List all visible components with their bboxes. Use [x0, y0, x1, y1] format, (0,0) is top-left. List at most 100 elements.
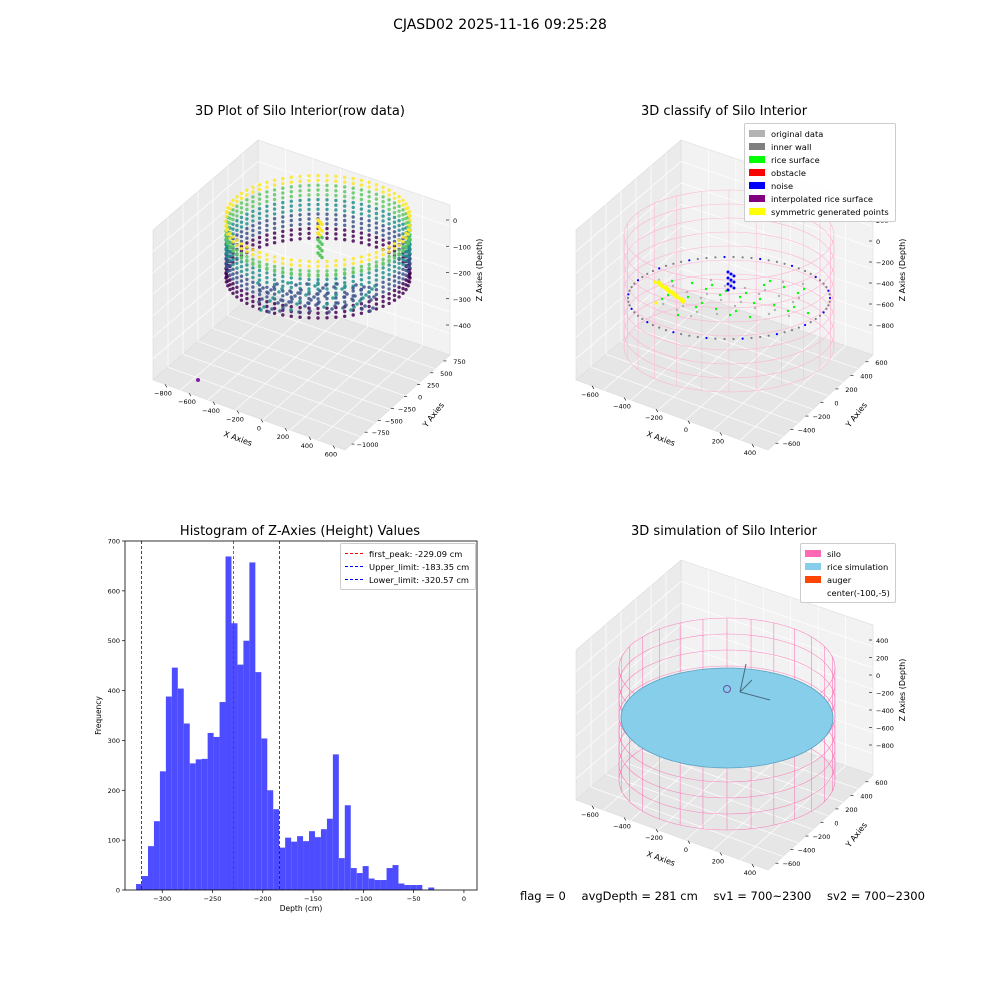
panel1-point [265, 238, 269, 242]
panel4-axes-grid [712, 756, 819, 851]
panel1-point [367, 180, 371, 184]
legend-line [345, 566, 363, 567]
panel1-point [367, 238, 371, 242]
panel1-point [351, 234, 355, 238]
panel1-point [367, 271, 371, 275]
panel2-point [787, 314, 791, 318]
panel1-point [381, 295, 385, 299]
panel1-point [316, 277, 320, 282]
panel1-point [239, 256, 244, 260]
panel1-point [324, 283, 328, 287]
panel1-point [401, 262, 405, 267]
panel2-point [797, 326, 800, 329]
legend-swatch [749, 143, 765, 150]
panel1-point [367, 253, 371, 257]
histogram-bar [332, 754, 339, 890]
panel2-point [658, 267, 661, 270]
panel1-point [235, 238, 239, 243]
panel1-point [251, 185, 255, 189]
panel1-axes-grid [152, 204, 259, 295]
panel1-point [334, 213, 338, 217]
panel1-point [224, 219, 228, 224]
panel2-point [661, 284, 665, 288]
panel2-point [825, 307, 828, 310]
panel1-point [281, 313, 285, 317]
panel1-point [257, 183, 262, 187]
panel1-point [323, 294, 327, 298]
panel1-point [257, 292, 262, 297]
panel1-point [374, 278, 379, 282]
histogram-bar [303, 841, 310, 890]
panel1-point [265, 199, 269, 204]
panel2-point [775, 333, 779, 336]
panel1-point [316, 281, 320, 285]
panel2-axes-grid [575, 161, 682, 252]
panel1-point [374, 265, 379, 269]
panel2-axes-grid [630, 308, 737, 401]
panel1-point [257, 268, 262, 273]
panel1-point [325, 174, 329, 178]
panel1-point [401, 208, 405, 212]
histogram-bar [368, 878, 375, 890]
panel1-point [289, 218, 293, 223]
panel4-axes-ztick-label: 0 [876, 672, 880, 680]
panel1-point [392, 246, 397, 251]
panel1-point [272, 202, 277, 206]
panel4-axes-grid [590, 786, 784, 857]
panel1-point [289, 258, 293, 262]
panel1-point [325, 277, 329, 282]
panel1-point [381, 243, 385, 247]
panel2-point [681, 304, 685, 308]
panel1-point [351, 239, 355, 243]
panel1-point [397, 223, 401, 228]
panel1-point [343, 281, 347, 285]
panel2-point [750, 336, 753, 340]
panel1-point [359, 212, 364, 216]
histogram-xtick-label: −300 [153, 895, 171, 903]
panel1-point [245, 282, 249, 286]
panel1-point [374, 307, 379, 311]
panel1-point [272, 269, 277, 273]
panel1-point [316, 212, 320, 216]
panel2-point [729, 272, 733, 276]
panel1-point [325, 306, 329, 310]
panel1-point [307, 306, 311, 310]
panel1-point [289, 199, 293, 203]
panel2-point [714, 307, 718, 311]
panel1-point [374, 187, 379, 192]
panel2-point [677, 296, 681, 300]
histogram-bar [195, 759, 202, 890]
panel1-point [281, 303, 285, 308]
panel1-point [397, 256, 401, 261]
panel2-point [651, 323, 655, 327]
panel1-point [367, 190, 371, 194]
panel1-point [262, 305, 266, 309]
panel1-point [309, 298, 313, 302]
panel1-point [359, 188, 364, 192]
panel1-axes-xtick-label: 600 [325, 451, 337, 459]
panel1-point [257, 226, 262, 230]
panel1-point [231, 253, 235, 257]
histogram-xtick-label: 0 [462, 895, 466, 903]
panel2-point [827, 289, 830, 292]
panel1-point [239, 225, 244, 229]
panel4-axes-ytick-label: 600 [875, 779, 887, 787]
panel1-point [397, 214, 401, 218]
panel2-point [671, 284, 675, 288]
panel1-point [404, 202, 408, 206]
panel1-point [325, 207, 329, 212]
figure-title: CJASD02 2025-11-16 09:25:28 [393, 17, 607, 33]
panel1-point [359, 278, 364, 282]
panel2-point [809, 272, 812, 275]
panel2-axes-xtick [655, 409, 659, 413]
panel1-point [351, 210, 355, 214]
panel1-point [298, 217, 302, 222]
panel1-point [281, 266, 285, 270]
panel1-outlier-point [196, 378, 200, 382]
panel2-point [705, 256, 708, 260]
panel1-point [334, 193, 338, 198]
panel1-point [381, 214, 385, 218]
panel1-point [331, 296, 335, 300]
panel1-point [307, 316, 311, 320]
panel1-point [359, 292, 364, 296]
